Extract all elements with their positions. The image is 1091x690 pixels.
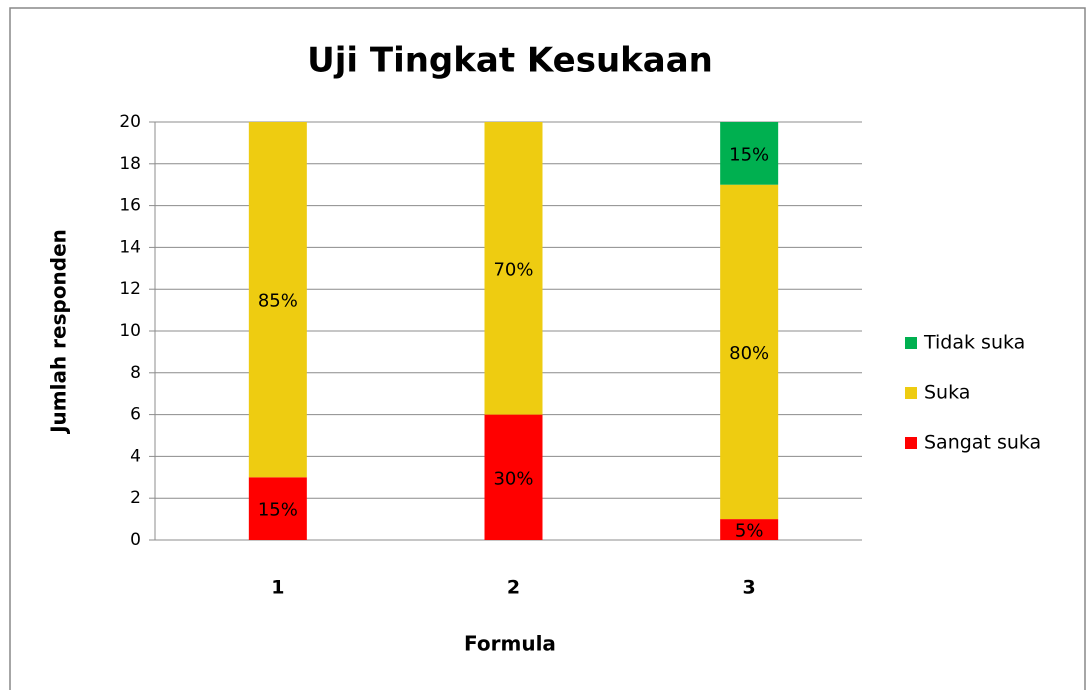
y-tick-label: 18 — [119, 154, 141, 174]
data-label: 70% — [493, 259, 533, 280]
y-tick-label: 2 — [130, 488, 141, 508]
bar-segment — [720, 184, 779, 520]
legend-swatch — [905, 437, 917, 449]
x-axis-label: Formula — [464, 632, 556, 656]
y-tick-label: 10 — [119, 321, 141, 341]
data-label: 5% — [735, 521, 764, 542]
y-tick-label: 8 — [130, 363, 141, 383]
legend-swatch — [905, 387, 917, 399]
bar-segment — [484, 122, 543, 415]
y-tick-label: 16 — [119, 196, 141, 216]
y-tick-label: 0 — [130, 530, 141, 550]
y-tick-label: 20 — [119, 112, 141, 132]
data-label: 85% — [258, 291, 298, 312]
legend-swatch — [905, 337, 917, 349]
bar-segment — [720, 519, 779, 540]
chart-title: Uji Tingkat Kesukaan — [307, 41, 713, 81]
legend-label: Tidak suka — [923, 332, 1025, 354]
y-tick-label: 4 — [130, 446, 141, 466]
bar-segment — [248, 122, 307, 478]
bar-segment — [248, 477, 307, 540]
bar-segment — [484, 414, 543, 540]
y-tick-label: 6 — [130, 405, 141, 425]
x-tick-label: 2 — [507, 577, 520, 599]
y-axis-label: Jumlah responden — [47, 229, 71, 435]
chart-frame — [9, 7, 1086, 690]
y-tick-label: 12 — [119, 279, 141, 299]
y-tick-label: 14 — [119, 237, 141, 257]
data-label: 30% — [493, 468, 533, 489]
legend-label: Sangat suka — [924, 432, 1041, 454]
x-tick-label: 1 — [271, 577, 284, 599]
x-tick-label: 3 — [743, 577, 756, 599]
legend-label: Suka — [924, 382, 970, 404]
bar-segment — [720, 122, 779, 185]
data-label: 15% — [258, 500, 298, 521]
data-label: 15% — [729, 144, 769, 165]
data-label: 80% — [729, 343, 769, 364]
